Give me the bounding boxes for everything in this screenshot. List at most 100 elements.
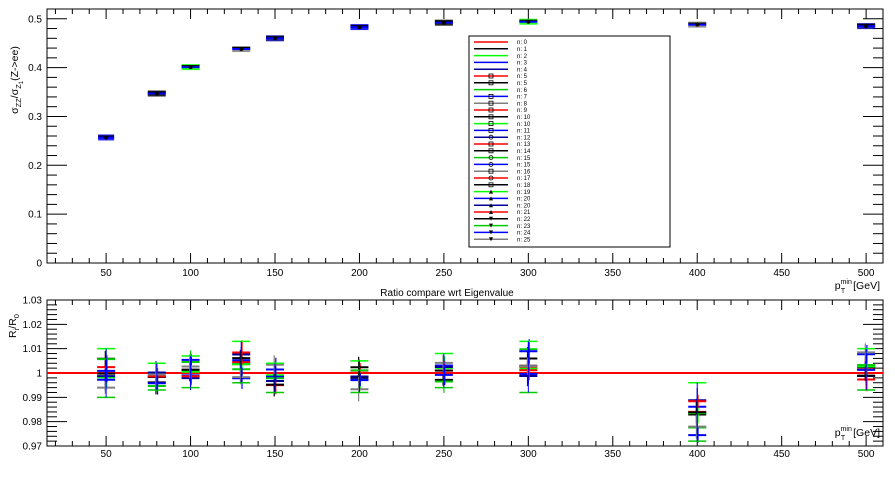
legend-item: n: 19 <box>474 189 531 196</box>
legend-marker <box>489 216 493 221</box>
legend-item: n: 11 <box>474 127 531 135</box>
legend-label: n: 4 <box>517 67 528 73</box>
ratio-point-group <box>350 356 369 402</box>
legend-marker <box>488 107 494 113</box>
legend-label: n: 1 <box>517 47 528 53</box>
x-tick-label: 200 <box>351 268 368 279</box>
top-data-marker <box>104 135 109 140</box>
legend-item: n: 21 <box>474 210 531 216</box>
legend: n: 0n: 1n: 2n: 3n: 4n: 5n: 5n: 6n: 7n: 8… <box>468 35 671 248</box>
legend-item: n: 20 <box>474 196 531 203</box>
legend-label: n: 18 <box>517 183 531 189</box>
legend-label: n: 5 <box>517 74 528 80</box>
legend-item: n: 18 <box>474 182 531 189</box>
x-tick-label: 450 <box>773 268 790 279</box>
y-tick-label: 0.1 <box>28 210 42 221</box>
legend-item: n: 15 <box>474 155 531 162</box>
top-data-marker <box>357 25 362 30</box>
y-tick-label: 0.97 <box>23 442 43 453</box>
legend-item: n: 25 <box>474 237 531 243</box>
legend-marker <box>488 127 494 133</box>
x-tick-label: 50 <box>101 268 113 279</box>
top-data-point <box>519 18 538 25</box>
legend-item: n: 14 <box>474 148 531 155</box>
legend-item: n: 10 <box>474 114 531 121</box>
y-tick-label: 0 <box>36 259 42 270</box>
top-data-point <box>688 21 707 28</box>
legend-item: n: 4 <box>474 67 528 73</box>
legend-marker <box>488 80 494 86</box>
top-data-point <box>98 134 115 141</box>
legend-marker <box>488 134 494 140</box>
y-tick-label: 0.98 <box>23 417 43 428</box>
legend-item: n: 23 <box>474 223 531 230</box>
top-x-axis: 50 100 150 200 250 300 350 400 450 500 <box>54 9 875 279</box>
x-tick-label: 150 <box>267 449 284 460</box>
legend-item: n: 9 <box>474 107 528 114</box>
x-tick-label: 400 <box>689 449 706 460</box>
legend-marker <box>488 141 494 147</box>
y-tick-label: 0.5 <box>28 14 42 25</box>
legend-item: n: 8 <box>474 100 528 107</box>
legend-label: n: 16 <box>517 169 531 175</box>
legend-label: n: 7 <box>517 95 528 101</box>
top-y-axis: 0 0.1 0.2 0.3 0.4 0.5 <box>28 8 883 270</box>
ratio-point-group <box>232 340 251 389</box>
y-tick-label: 0.4 <box>28 63 42 74</box>
legend-item: n: 20 <box>474 203 531 209</box>
x-tick-label: 200 <box>351 449 368 460</box>
ratio-point-group <box>266 355 284 397</box>
legend-label: n: 14 <box>517 149 531 155</box>
top-data-markers <box>98 18 876 141</box>
legend-marker <box>488 94 494 99</box>
legend-marker <box>488 168 494 174</box>
legend-marker <box>489 223 493 228</box>
x-tick-label: 150 <box>267 268 284 279</box>
top-data-point <box>266 35 284 42</box>
legend-marker <box>488 148 494 154</box>
legend-item: n: 5 <box>474 73 528 80</box>
top-plot-frame <box>46 8 884 264</box>
top-data-marker <box>273 36 277 41</box>
top-data-marker <box>695 22 700 27</box>
bottom-panel: Ratio compare wrt Eigenvalue 0.97 0.98 0.9… <box>7 288 884 460</box>
bottom-x-axis: 50 100 150 200 250 300 350 400 450 500 <box>54 300 875 460</box>
top-data-marker <box>526 19 531 24</box>
x-tick-label: 250 <box>436 268 453 279</box>
top-data-point <box>147 90 166 97</box>
top-x-axis-label: pmin T [GeV] <box>835 279 880 295</box>
bottom-chart-title: Ratio compare wrt Eigenvalue <box>380 288 514 299</box>
legend-label: n: 24 <box>517 231 531 237</box>
top-data-marker <box>188 65 193 70</box>
top-data-marker <box>154 91 159 96</box>
legend-label: n: 23 <box>517 224 531 230</box>
top-data-point <box>434 19 453 26</box>
legend-item: n: 12 <box>474 134 531 141</box>
legend-marker <box>488 73 494 79</box>
ratio-point-group <box>519 339 538 394</box>
legend-marker <box>489 196 493 201</box>
legend-box <box>468 35 671 248</box>
legend-marker <box>488 121 494 126</box>
legend-item: n: 3 <box>474 61 528 67</box>
legend-label: n: 6 <box>517 88 528 94</box>
y-tick-label: 1.03 <box>23 296 43 307</box>
legend-item: n: 22 <box>474 216 531 223</box>
legend-item: n: 2 <box>474 54 528 60</box>
legend-label: n: 3 <box>517 61 528 67</box>
legend-marker <box>489 210 493 214</box>
x-tick-label: 500 <box>858 268 875 279</box>
y-tick-label: 1 <box>36 369 42 380</box>
x-tick-label: 50 <box>101 449 113 460</box>
x-tick-label: 450 <box>773 449 790 460</box>
legend-label: n: 9 <box>517 108 528 114</box>
ratio-point-group <box>181 350 200 391</box>
y-tick-label: 0.99 <box>23 393 43 404</box>
legend-label: n: 10 <box>517 122 531 128</box>
legend-label: n: 20 <box>517 197 531 203</box>
legend-item: n: 15 <box>474 161 531 169</box>
legend-label: n: 8 <box>517 101 528 107</box>
y-tick-label: 1.01 <box>23 344 43 355</box>
legend-label: n: 15 <box>517 163 531 169</box>
legend-item: n: 6 <box>474 88 528 94</box>
